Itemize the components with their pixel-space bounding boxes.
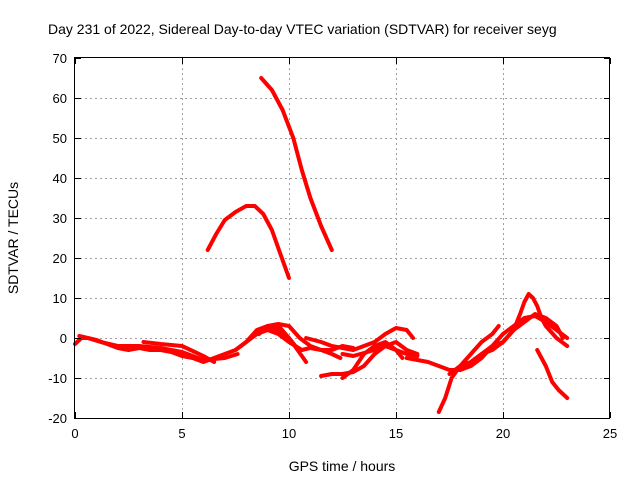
y-tick-label: 50 — [53, 131, 67, 146]
y-tick-label: 40 — [53, 171, 67, 186]
plot-frame — [74, 57, 610, 419]
series-line-arc-low-12 — [436, 324, 501, 414]
ticks: 0 5 10 15 20 25 -20 -10 0 10 20 30 40 50 60 70 — [48, 51, 617, 441]
y-tick-label: 30 — [53, 211, 67, 226]
x-tick-label: 10 — [282, 426, 296, 441]
y-tick-label: 70 — [53, 51, 67, 66]
chart-title: Day 231 of 2022, Sidereal Day-to-day VTE… — [48, 21, 557, 37]
y-tick-label: 10 — [53, 291, 67, 306]
series-line-arc-low-8 — [319, 340, 420, 378]
series-group — [73, 76, 570, 414]
y-tick-label: 20 — [53, 251, 67, 266]
series-line-arc-low-10 — [340, 344, 420, 358]
x-tick-label: 5 — [178, 426, 185, 441]
series-line-arc-low-15 — [535, 348, 570, 400]
y-tick-label: 0 — [60, 331, 67, 346]
series-line-arc-low-3 — [141, 340, 217, 364]
series-line-arc-low-6 — [269, 324, 309, 364]
x-axis-label: GPS time / hours — [289, 458, 396, 474]
grid — [75, 58, 610, 418]
series-line-arc-low-14 — [458, 292, 570, 372]
x-tick-label: 20 — [496, 426, 510, 441]
y-axis-label: SDTVAR / TECUs — [5, 182, 21, 294]
y-tick-label: -20 — [48, 411, 67, 426]
series-line-arc-low-4 — [233, 322, 356, 352]
x-tick-label: 0 — [71, 426, 78, 441]
series-line-arc-low-2 — [77, 334, 240, 362]
series-line-arc-high-1 — [205, 204, 291, 280]
x-tick-label: 25 — [603, 426, 617, 441]
y-tick-label: -10 — [48, 371, 67, 386]
y-tick-label: 60 — [53, 91, 67, 106]
series-line-arc-high-2 — [259, 76, 334, 252]
x-tick-label: 15 — [389, 426, 403, 441]
series-line-arc-low-7 — [304, 326, 416, 352]
